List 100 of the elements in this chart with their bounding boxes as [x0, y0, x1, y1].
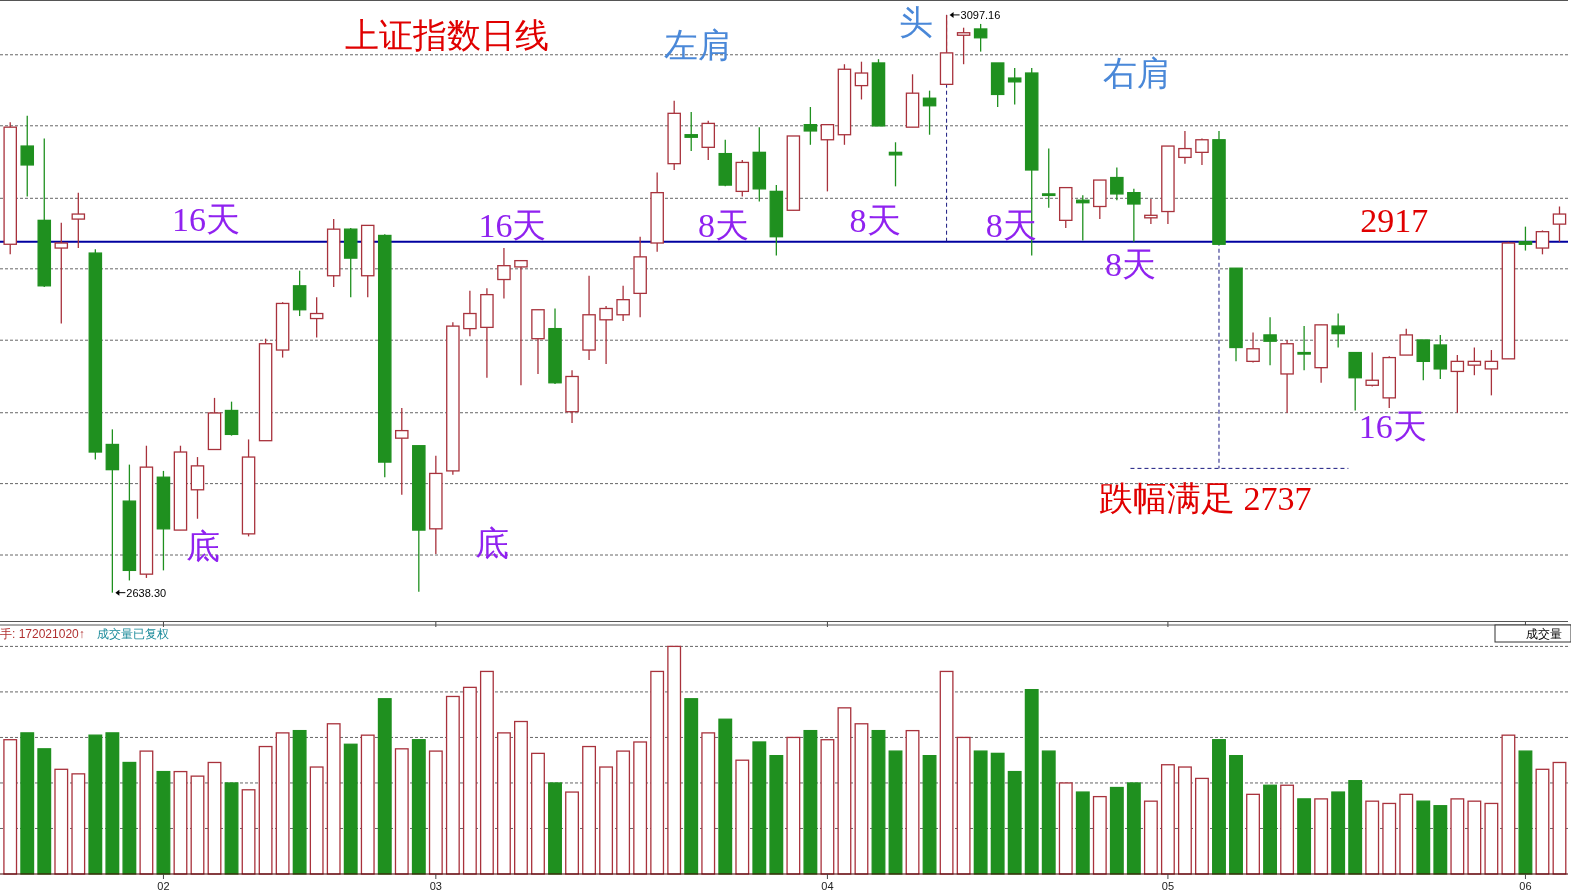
bar	[1280, 784, 1295, 875]
bar	[514, 720, 528, 875]
bar	[922, 755, 937, 875]
bar	[667, 645, 682, 875]
bar	[1399, 793, 1414, 875]
bar	[888, 750, 903, 875]
text: 手: 172021020↑	[0, 627, 85, 641]
bar	[990, 752, 1005, 875]
bar	[241, 789, 256, 875]
bar	[173, 770, 188, 875]
candlestick	[1041, 147, 1056, 209]
bar	[1024, 688, 1039, 875]
bar	[1092, 795, 1107, 875]
bar	[701, 732, 716, 875]
candlestick	[1127, 188, 1141, 243]
candlestick	[803, 106, 818, 146]
bar	[1075, 791, 1090, 875]
bar	[684, 698, 699, 875]
x-tick-label: 02	[157, 880, 170, 892]
bar	[1109, 786, 1124, 875]
candlestick	[1178, 130, 1192, 165]
x-tick-label: 04	[821, 880, 834, 892]
candlestick	[1007, 67, 1022, 106]
bar	[360, 734, 375, 875]
candlestick	[1433, 334, 1448, 380]
candlestick	[309, 296, 324, 339]
bar	[428, 750, 443, 875]
candlestick	[190, 456, 205, 520]
candlestick	[684, 111, 698, 152]
candlestick	[463, 290, 477, 337]
candlestick	[701, 120, 716, 161]
bar	[156, 770, 171, 875]
bar	[1229, 755, 1243, 875]
annotation: 8天	[849, 201, 901, 239]
bar	[1535, 768, 1550, 875]
bar	[1484, 802, 1499, 875]
bar	[1450, 798, 1465, 875]
bar	[1041, 750, 1056, 875]
bar	[1348, 780, 1363, 875]
annotation: 3097.16	[960, 8, 1001, 21]
bar	[599, 766, 614, 875]
candlestick	[497, 247, 511, 300]
bar	[1467, 800, 1482, 875]
candlestick	[224, 401, 239, 437]
bar	[735, 759, 750, 875]
bar	[343, 743, 358, 875]
annotation: 8天	[698, 206, 750, 244]
candlestick	[1195, 137, 1209, 166]
annotation: 16天	[478, 206, 547, 244]
bar	[20, 732, 35, 875]
annotation: 头	[898, 4, 933, 42]
bar	[905, 729, 920, 875]
bar	[1501, 734, 1516, 875]
bar	[139, 750, 154, 875]
bar	[1263, 784, 1278, 875]
bar	[752, 741, 767, 875]
bar	[54, 768, 69, 875]
bar	[377, 698, 392, 875]
bar	[854, 723, 869, 875]
candlestick	[292, 270, 307, 317]
bar	[1160, 764, 1175, 875]
annotation: 16天	[1358, 408, 1427, 446]
bar	[1246, 793, 1260, 875]
candlestick	[1365, 351, 1379, 388]
bar	[531, 752, 545, 875]
bar	[1314, 798, 1329, 875]
candlestick	[1535, 229, 1550, 255]
bar	[1518, 750, 1533, 875]
candlestick	[1110, 166, 1124, 201]
bar	[803, 729, 818, 875]
bar	[224, 782, 239, 875]
ref-line-label: 跌幅满足 2737	[1099, 479, 1312, 517]
bar	[71, 773, 86, 875]
bar	[479, 670, 494, 875]
annotation: 2638.30	[126, 586, 167, 599]
bar	[871, 729, 886, 875]
bar	[973, 750, 988, 875]
bar	[88, 734, 103, 875]
candlestick	[888, 141, 903, 187]
candlestick	[395, 407, 409, 496]
bar	[650, 670, 665, 875]
bar	[496, 732, 511, 875]
candlestick	[1518, 225, 1533, 252]
bar	[1007, 770, 1022, 875]
candlestick	[1416, 339, 1431, 381]
candlestick	[1450, 354, 1465, 414]
annotation: 右肩	[1103, 54, 1172, 92]
annotation: 底	[185, 527, 220, 565]
annotation: 底	[475, 525, 510, 563]
bar	[411, 739, 426, 875]
bar	[837, 707, 852, 875]
candlestick	[54, 222, 69, 325]
candlestick	[973, 23, 988, 53]
candlestick	[71, 191, 86, 249]
bar	[462, 686, 477, 875]
bar	[956, 736, 971, 875]
bar	[309, 766, 324, 875]
bar	[3, 739, 18, 875]
bar	[1331, 791, 1346, 875]
text: 成交量已复权	[96, 627, 169, 641]
